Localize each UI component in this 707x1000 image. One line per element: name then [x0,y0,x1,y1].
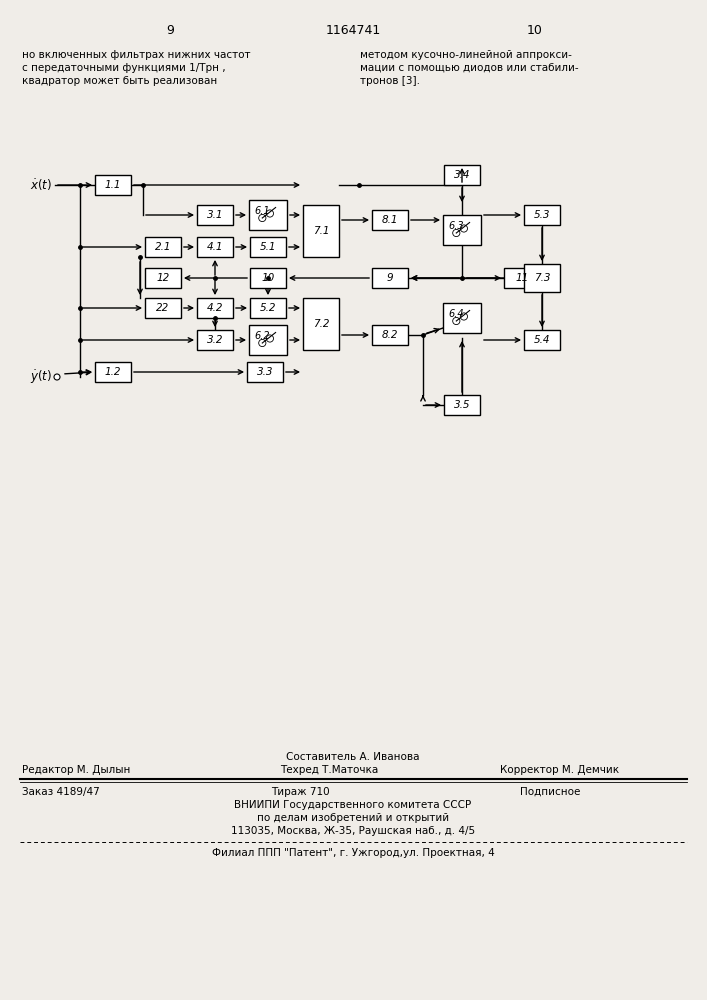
Text: 3.5: 3.5 [454,400,470,410]
Bar [145,268,181,288]
Text: 5.1: 5.1 [259,242,276,252]
Bar [247,362,283,382]
Bar [303,205,339,257]
Text: 8.2: 8.2 [382,330,398,340]
Circle shape [460,313,467,320]
Text: 11: 11 [515,273,529,283]
Text: Заказ 4189/47: Заказ 4189/47 [22,787,100,797]
Text: Подписное: Подписное [520,787,580,797]
Bar [197,330,233,350]
Text: 10: 10 [262,273,274,283]
Text: 6.2: 6.2 [255,331,270,341]
Circle shape [267,210,274,217]
Text: 3.3: 3.3 [257,367,273,377]
Bar [145,237,181,257]
Text: по делам изобретений и открытий: по делам изобретений и открытий [257,813,449,823]
Bar [197,298,233,318]
Text: 9: 9 [387,273,393,283]
Circle shape [54,374,60,380]
Bar [524,264,560,292]
Circle shape [452,229,460,237]
Text: Техред Т.Маточка: Техред Т.Маточка [280,765,378,775]
Text: 1164741: 1164741 [325,23,380,36]
Text: 4.2: 4.2 [206,303,223,313]
Text: 10: 10 [527,23,543,36]
Bar [250,268,286,288]
Text: 3.4: 3.4 [454,170,470,180]
Text: квадратор может быть реализован: квадратор может быть реализован [22,76,217,86]
Text: с передаточными функциями 1/Трн ,: с передаточными функциями 1/Трн , [22,63,226,73]
Bar [443,303,481,333]
Bar [145,298,181,318]
Bar [524,330,560,350]
Text: 2.1: 2.1 [155,242,171,252]
Bar [372,268,408,288]
Bar [197,205,233,225]
Text: 1.2: 1.2 [105,367,121,377]
Text: 5.2: 5.2 [259,303,276,313]
Text: 6.1: 6.1 [255,206,270,216]
Text: 8.1: 8.1 [382,215,398,225]
Bar [372,210,408,230]
Bar [524,205,560,225]
Text: Корректор М. Демчик: Корректор М. Демчик [500,765,619,775]
Text: 7.2: 7.2 [312,319,329,329]
Text: Тираж 710: Тираж 710 [271,787,329,797]
Bar [197,237,233,257]
Text: 5.3: 5.3 [534,210,550,220]
Text: Редактор М. Дылын: Редактор М. Дылын [22,765,130,775]
Text: 3.1: 3.1 [206,210,223,220]
Text: методом кусочно-линейной аппрокси-: методом кусочно-линейной аппрокси- [360,50,572,60]
Bar [443,215,481,245]
Text: 6.3: 6.3 [449,221,464,231]
Text: 9: 9 [166,23,174,36]
Bar [249,325,287,355]
Bar [250,237,286,257]
Text: Составитель А. Иванова: Составитель А. Иванова [286,752,420,762]
Bar [250,298,286,318]
Bar [372,325,408,345]
Text: тронов [3].: тронов [3]. [360,76,420,86]
Text: 7.1: 7.1 [312,226,329,236]
Text: $\dot{y}(t)$: $\dot{y}(t)$ [30,368,52,386]
Text: мации с помощью диодов или стабили-: мации с помощью диодов или стабили- [360,63,578,73]
Circle shape [460,225,467,232]
Circle shape [259,214,266,222]
Text: $\dot{x}(t)$: $\dot{x}(t)$ [30,177,52,193]
Text: 1.1: 1.1 [105,180,121,190]
Text: 7.3: 7.3 [534,273,550,283]
Text: 4.1: 4.1 [206,242,223,252]
Text: Филиал ППП "Патент", г. Ужгород,ул. Проектная, 4: Филиал ППП "Патент", г. Ужгород,ул. Прое… [211,848,494,858]
Bar [95,175,131,195]
Bar [303,298,339,350]
Text: 6.4: 6.4 [449,309,464,319]
Bar [95,362,131,382]
Text: ВНИИПИ Государственного комитета СССР: ВНИИПИ Государственного комитета СССР [235,800,472,810]
Text: 12: 12 [156,273,170,283]
Circle shape [259,339,266,347]
Text: 3.2: 3.2 [206,335,223,345]
Text: 22: 22 [156,303,170,313]
Bar [249,200,287,230]
Circle shape [267,335,274,342]
Circle shape [452,317,460,325]
Bar [444,165,480,185]
Bar [444,395,480,415]
Text: 113035, Москва, Ж-35, Раушская наб., д. 4/5: 113035, Москва, Ж-35, Раушская наб., д. … [231,826,475,836]
Text: но включенных фильтрах нижних частот: но включенных фильтрах нижних частот [22,50,250,60]
Text: 5.4: 5.4 [534,335,550,345]
Bar [504,268,540,288]
